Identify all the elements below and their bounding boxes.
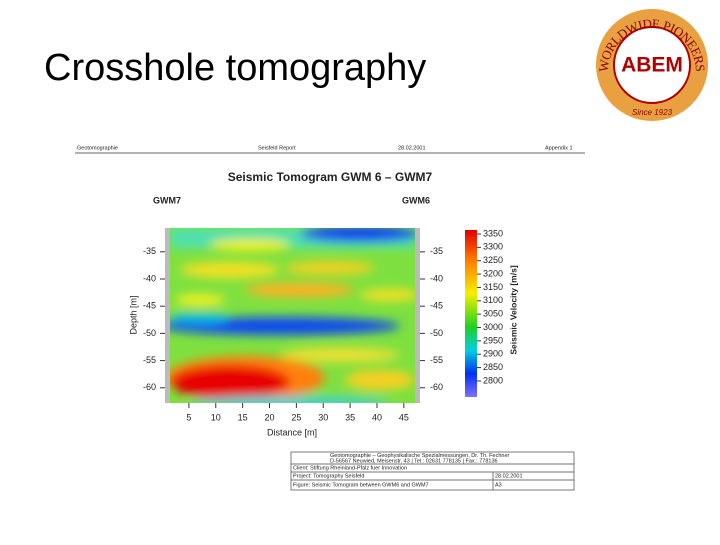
- header-text: Seisfeld Report: [258, 145, 296, 151]
- colorbar-tick-label: 3300: [483, 242, 503, 252]
- header-text: 28.02.2001: [398, 145, 426, 151]
- y-tick-label: -45: [143, 301, 156, 311]
- y-tick-label: -40: [430, 273, 443, 283]
- x-tick-label: 45: [399, 412, 409, 422]
- table-text: 28.02.2001: [495, 473, 523, 479]
- colorbar-tick-label: 3200: [483, 268, 503, 278]
- colorbar-tick-label: 3100: [483, 295, 503, 305]
- y-tick-label: -50: [143, 328, 156, 338]
- x-tick-label: 15: [238, 412, 248, 422]
- colorbar-tick-label: 2900: [483, 349, 503, 359]
- table-border: [290, 451, 575, 491]
- logo-name: ABEM: [621, 54, 683, 77]
- colorbar-tick-label: 3000: [483, 322, 503, 332]
- x-axis-label: Distance [m]: [267, 427, 317, 437]
- x-tick-label: 35: [345, 412, 355, 422]
- slide-title: Crosshole tomography: [44, 47, 426, 89]
- y-tick-label: -45: [430, 301, 443, 311]
- colorbar-tick-label: 3250: [483, 255, 503, 265]
- well-label: GWM7: [153, 195, 181, 205]
- x-tick-label: 20: [264, 412, 274, 422]
- report-header: Geotomographie Seisfeld Report 28.02.200…: [75, 145, 585, 154]
- table-text: D-56567 Neuwied, Meisenstr. 43 | Tel.: 0…: [330, 458, 498, 464]
- y-tick-label: -55: [430, 355, 443, 365]
- well-label: GWM6: [402, 195, 430, 205]
- y-tick-label: -60: [143, 382, 156, 392]
- y-tick-label: -35: [430, 246, 443, 256]
- y-tick-label: -40: [143, 273, 156, 283]
- tomogram: [170, 228, 415, 403]
- y-tick-label: -50: [430, 328, 443, 338]
- y-axis-label: Depth [m]: [128, 295, 138, 334]
- info-table: [290, 451, 575, 491]
- table-text: Figure: Seismic Tomogram between GWM6 an…: [293, 482, 429, 488]
- well-bar: [165, 228, 170, 403]
- table-text: A3: [495, 482, 502, 488]
- table-text: Geotomographie – Geophysikalische Spezia…: [330, 453, 510, 459]
- logo-inner: [613, 26, 691, 104]
- colorbar: [465, 230, 477, 397]
- y-tick-label: -60: [430, 382, 443, 392]
- header-text: Geotomographie: [77, 145, 118, 151]
- table-text: Project: Tomography Seisfeld: [293, 473, 364, 479]
- y-tick-label: -35: [143, 246, 156, 256]
- x-tick-label: 5: [186, 412, 191, 422]
- x-tick-label: 30: [318, 412, 328, 422]
- colorbar-tick-label: 2850: [483, 362, 503, 372]
- x-tick-label: 10: [211, 412, 221, 422]
- colorbar-tick-label: 2800: [483, 375, 503, 385]
- colorbar-tick-label: 3050: [483, 309, 503, 319]
- colorbar-tick-label: 3150: [483, 282, 503, 292]
- figure-title: Seismic Tomogram GWM 6 – GWM7: [228, 170, 433, 184]
- well-bar: [415, 228, 420, 403]
- y-tick-label: -55: [143, 355, 156, 365]
- header-text: Appendix 1: [545, 145, 573, 151]
- logo-since: Since 1923: [632, 108, 673, 117]
- table-text: Client: Stiftung Rheinland-Pfalz fuer In…: [293, 465, 407, 471]
- colorbar-tick-label: 3350: [483, 228, 503, 238]
- x-tick-label: 25: [291, 412, 301, 422]
- colorbar-label: Seismic Velocity [m/s]: [508, 265, 518, 354]
- colorbar-tick-label: 2950: [483, 335, 503, 345]
- x-tick-label: 40: [372, 412, 382, 422]
